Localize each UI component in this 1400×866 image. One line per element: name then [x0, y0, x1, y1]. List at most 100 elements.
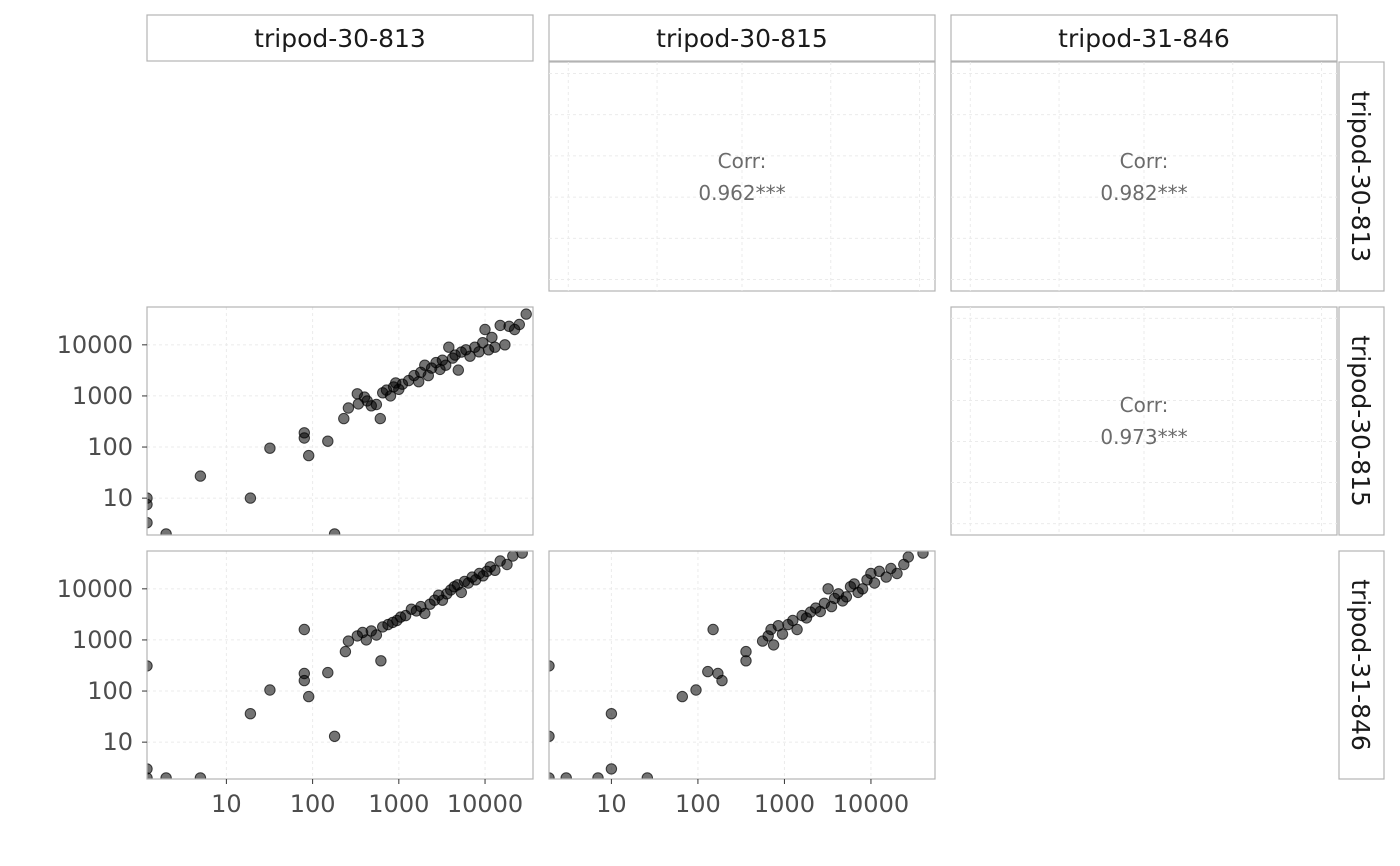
- panel-border: [548, 550, 936, 780]
- scatter-point: [702, 665, 714, 678]
- x-tick-label: 10: [211, 790, 242, 818]
- scatter-point: [513, 318, 525, 331]
- scatter-point: [776, 628, 789, 640]
- scatter-point: [322, 435, 334, 447]
- scatter-point: [413, 376, 425, 388]
- row-strip-3: tripod-31-846: [1338, 550, 1385, 780]
- scatter-point: [194, 772, 207, 779]
- scatter-point: [499, 339, 511, 351]
- x-tick-label: 100: [290, 790, 336, 818]
- scatter-point: [868, 577, 881, 589]
- corr-label: Corr:: [1120, 149, 1169, 173]
- scatter-point: [501, 558, 513, 571]
- x-tick-label: 10000: [833, 790, 909, 818]
- x-tick-label: 1000: [368, 790, 429, 818]
- corr-value: 0.973***: [1100, 425, 1187, 449]
- y-tick-label: 10: [102, 484, 133, 512]
- scatter-point: [740, 655, 752, 667]
- x-tick-label: 100: [675, 790, 721, 818]
- scatter-point: [822, 583, 834, 595]
- scatter-point: [328, 528, 341, 535]
- column-strip-3: tripod-31-846: [950, 14, 1338, 62]
- scatter-point: [902, 551, 914, 563]
- x-tick-label: 10: [596, 790, 627, 818]
- scatter-point: [641, 772, 653, 779]
- scatter-point: [298, 674, 310, 687]
- scatter-point: [880, 571, 892, 583]
- scatter-point: [489, 341, 501, 353]
- scatter-point: [464, 350, 476, 362]
- scatter-point: [342, 402, 355, 414]
- scatter-point: [479, 323, 491, 336]
- scatter-point: [507, 551, 519, 562]
- corr-panel-1-3: Corr: 0.982***: [950, 61, 1338, 292]
- corr-label: Corr:: [1120, 393, 1169, 417]
- scatter-point: [549, 660, 555, 672]
- panel-border: [146, 306, 534, 536]
- scatter-point: [298, 432, 310, 444]
- scatter-point: [840, 591, 853, 603]
- scatter-point: [516, 551, 528, 559]
- scatter-point: [440, 359, 452, 371]
- scatter-point: [264, 442, 276, 454]
- scatter-point: [486, 331, 498, 344]
- scatter-point: [605, 708, 618, 720]
- scatter-point: [690, 684, 702, 696]
- corr-value: 0.982***: [1100, 181, 1187, 205]
- x-tick-label: 1000: [754, 790, 815, 818]
- scatter-point: [716, 674, 728, 687]
- scatter-point: [303, 690, 315, 703]
- panel-border: [146, 550, 534, 780]
- y-axis-row-3: 10 100 1000 10000: [57, 575, 147, 756]
- x-tick-label: 10000: [447, 790, 523, 818]
- row-strip-2-label: tripod-30-815: [1346, 335, 1375, 507]
- column-strip-3-label: tripod-31-846: [1058, 24, 1230, 53]
- row-strip-1: tripod-30-813: [1338, 61, 1385, 292]
- y-tick-label: 10000: [57, 331, 133, 359]
- row-strip-2: tripod-30-815: [1338, 306, 1385, 536]
- scatter-point: [338, 412, 350, 425]
- scatter-point: [342, 635, 355, 647]
- scatter-point: [160, 528, 172, 535]
- row-strip-3-label: tripod-31-846: [1346, 579, 1375, 751]
- corr-label: Corr:: [718, 149, 767, 173]
- y-tick-label: 1000: [72, 382, 133, 410]
- y-tick-label: 10: [102, 728, 133, 756]
- points: [147, 308, 532, 535]
- scatter-point: [375, 655, 387, 667]
- scatter-point: [520, 308, 532, 320]
- scatter-point: [489, 564, 501, 576]
- column-strip-1-label: tripod-30-813: [254, 24, 426, 53]
- scatter-point: [370, 398, 383, 411]
- scatter-point: [917, 551, 929, 559]
- scatter-point: [370, 629, 383, 641]
- column-strip-2-label: tripod-30-815: [656, 24, 828, 53]
- y-tick-label: 1000: [72, 626, 133, 654]
- scatter-panel-3-1: [146, 550, 534, 780]
- scatter-point: [891, 567, 903, 580]
- scatter-point: [452, 364, 464, 376]
- scatter-point: [791, 623, 803, 636]
- x-axis-col-1: 10 100 1000 10000: [211, 779, 523, 818]
- points: [147, 551, 528, 779]
- corr-panel-2-3: Corr: 0.973***: [950, 306, 1338, 536]
- y-tick-label: 100: [87, 677, 133, 705]
- scatter-point: [767, 639, 780, 651]
- scatter-point: [322, 666, 334, 679]
- column-strip-2: tripod-30-815: [548, 14, 936, 62]
- y-tick-label: 100: [87, 433, 133, 461]
- scatter-point: [676, 690, 688, 703]
- scatter-point: [303, 449, 315, 462]
- column-strip-1: tripod-30-813: [146, 14, 534, 62]
- scatter-point: [264, 684, 276, 696]
- scatter-panel-2-1: [146, 306, 534, 536]
- scatter-panel-3-2: [548, 550, 936, 780]
- scatter-point: [244, 492, 257, 504]
- scatter-point: [244, 708, 257, 720]
- scatter-point: [360, 634, 372, 646]
- scatter-point: [328, 730, 341, 742]
- scatter-point: [419, 607, 431, 620]
- scatter-point: [549, 730, 555, 742]
- scatter-point: [560, 772, 572, 779]
